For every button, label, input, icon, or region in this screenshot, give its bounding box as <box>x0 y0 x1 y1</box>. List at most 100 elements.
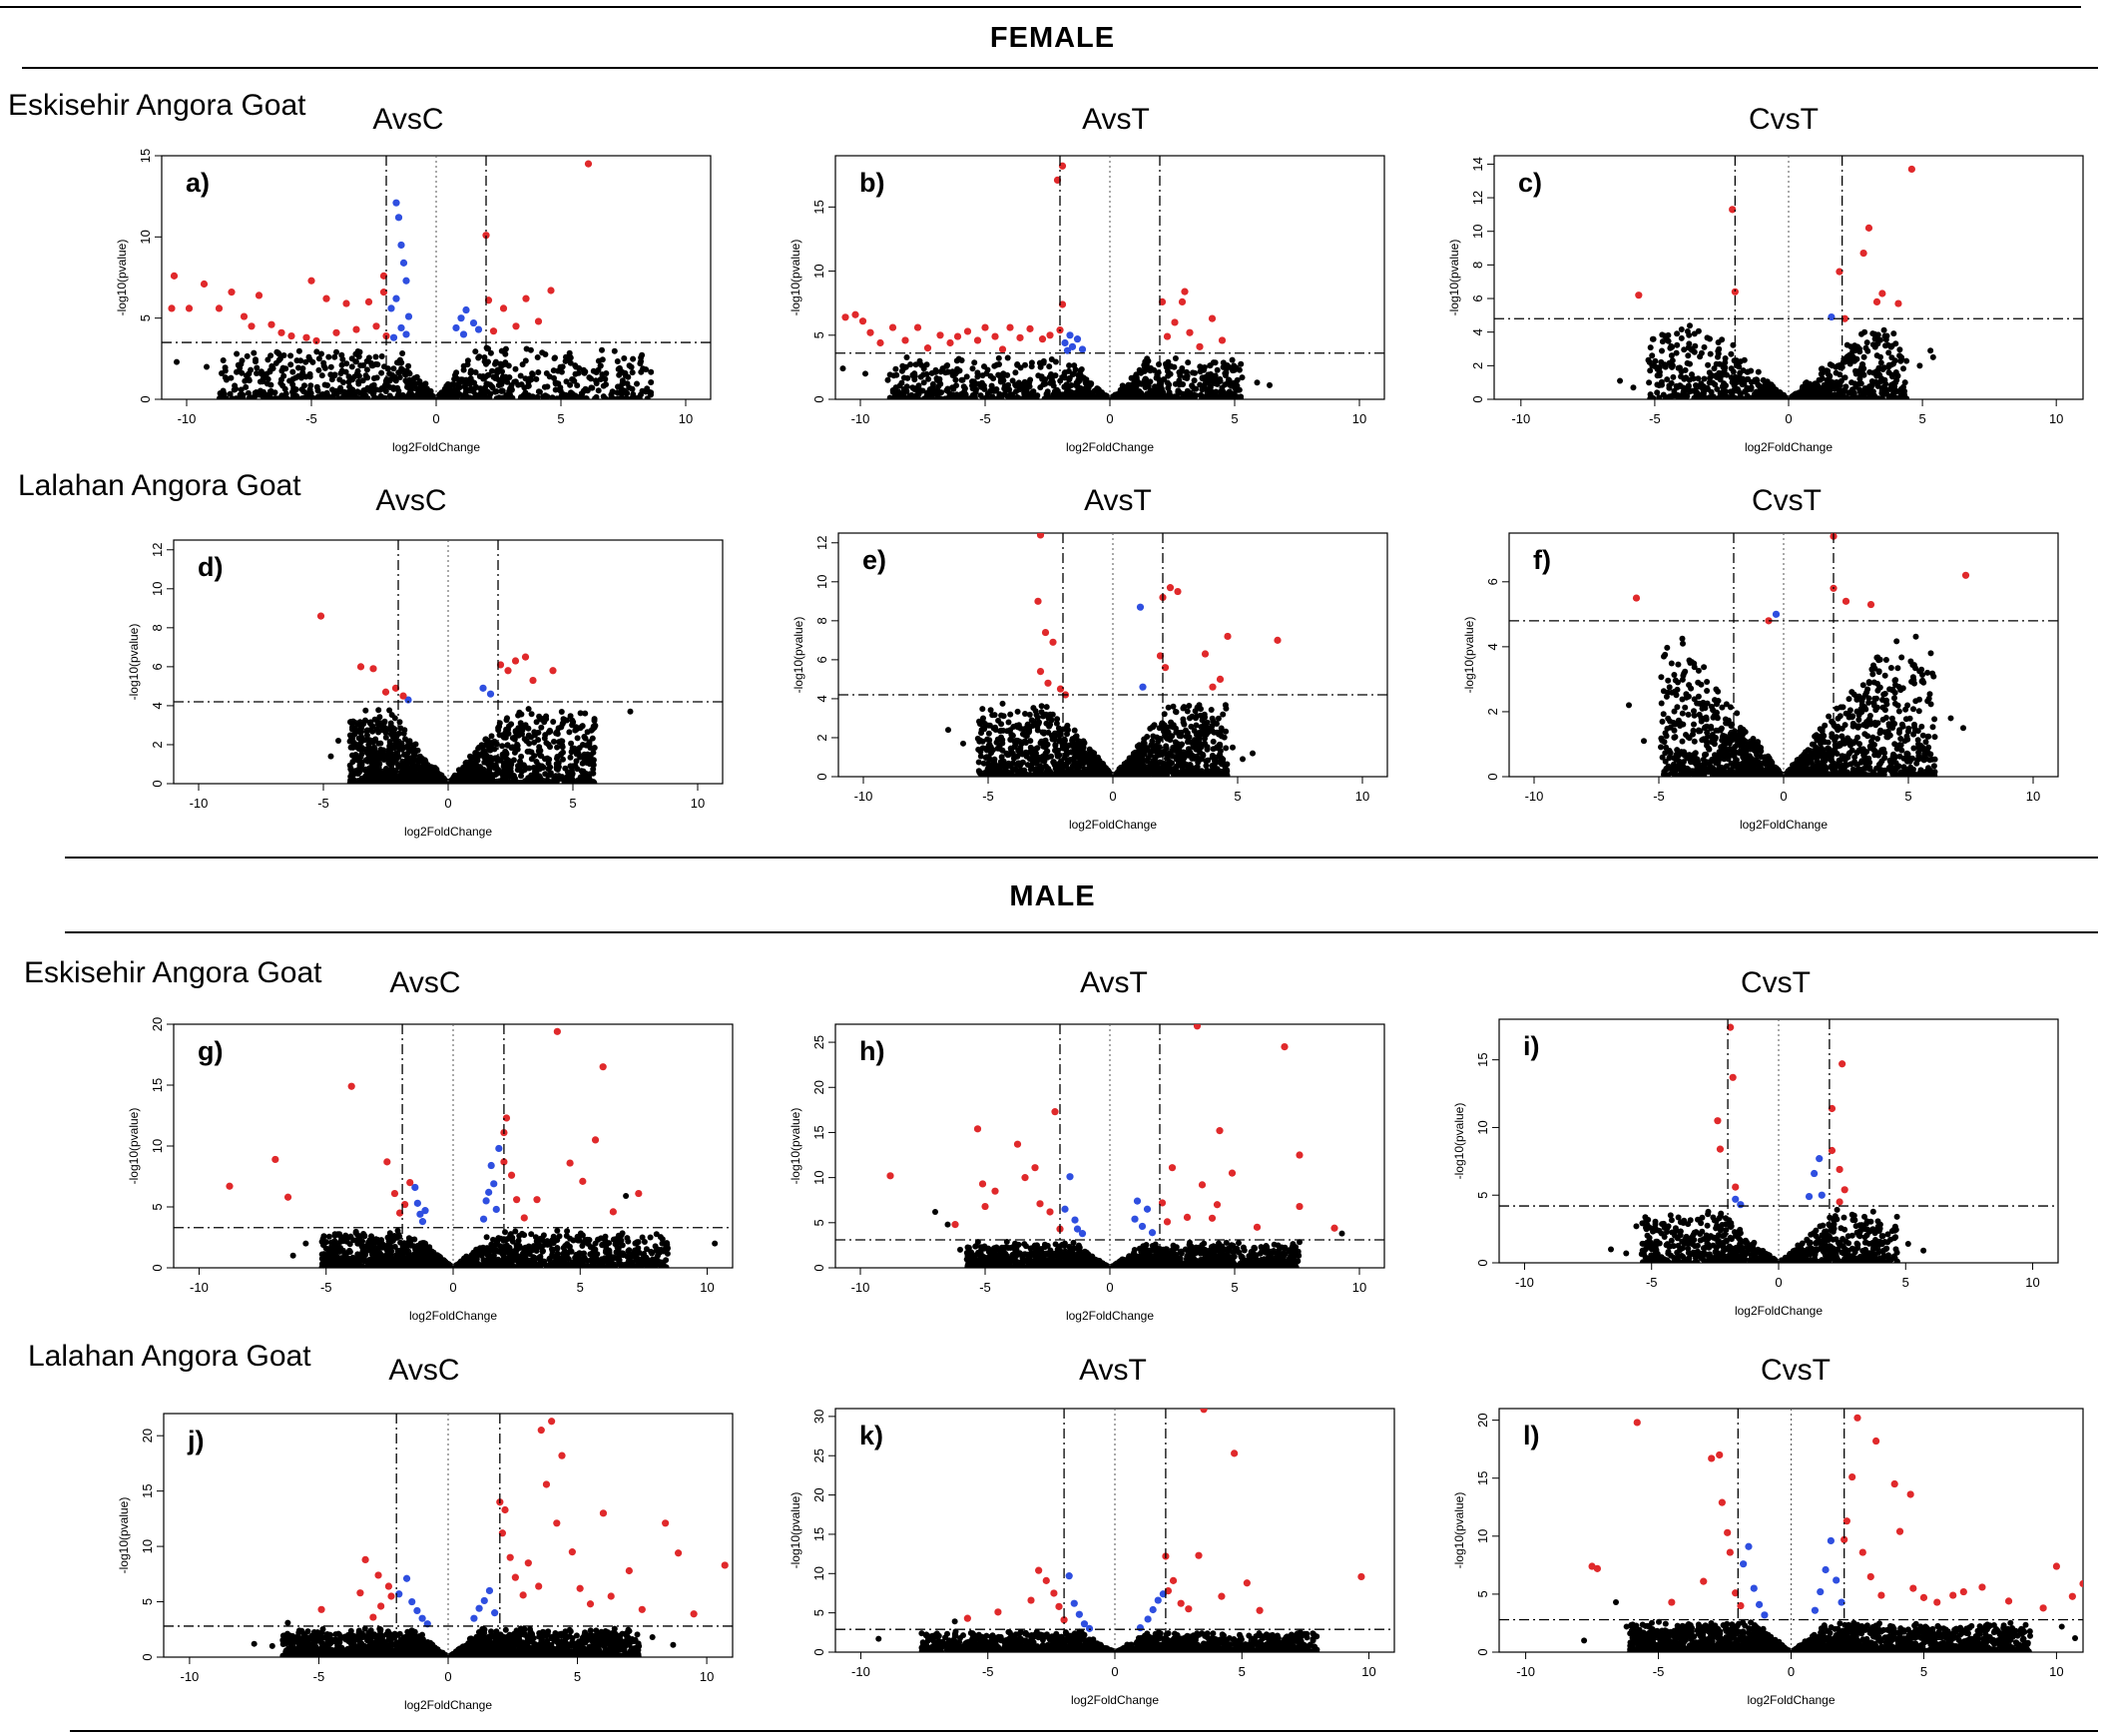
gene-point <box>399 745 405 751</box>
significant-low-fc-point <box>402 278 409 285</box>
gene-point <box>1654 381 1660 387</box>
gene-point <box>1238 395 1244 401</box>
gene-point <box>302 359 308 365</box>
gene-point <box>1046 363 1052 369</box>
gene-point <box>1878 359 1884 365</box>
x-tick-label: 5 <box>557 411 564 426</box>
gene-point <box>960 377 966 383</box>
gene-point <box>1165 373 1171 379</box>
gene-point <box>434 770 440 776</box>
gene-point <box>959 392 965 398</box>
x-tick-label: -5 <box>317 796 329 811</box>
y-tick-label: 2 <box>150 741 165 748</box>
gene-point <box>296 348 302 354</box>
volcano-plot-a: -10 -5 0 5 10 0 5 10 15 log2FoldChange -log10(pval… <box>100 150 719 465</box>
gene-point <box>1172 393 1178 399</box>
significant-high-fc-point <box>1164 332 1171 339</box>
gene-point <box>1765 378 1771 384</box>
x-tick-label: 0 <box>444 796 451 811</box>
gene-point <box>529 370 535 376</box>
gene-point <box>1738 358 1744 364</box>
significant-low-fc-point <box>470 319 477 326</box>
gene-point <box>574 766 580 772</box>
gene-point <box>1858 365 1864 371</box>
gene-point <box>217 395 223 401</box>
plot-title-d: AvsC <box>262 484 561 518</box>
gene-point <box>1221 359 1227 365</box>
gene-point <box>368 778 374 784</box>
gene-point <box>1165 380 1171 386</box>
gene-point <box>364 750 370 756</box>
gene-point <box>525 726 531 732</box>
gene-point <box>630 369 636 375</box>
gene-point <box>1184 375 1190 381</box>
gene-point <box>630 356 636 362</box>
gene-point <box>228 375 234 381</box>
gene-point <box>528 376 534 382</box>
gene-point <box>1092 395 1098 401</box>
significant-high-fc-point <box>549 667 556 674</box>
gene-point <box>325 354 331 360</box>
significant-low-fc-point <box>392 295 399 302</box>
significant-high-fc-point <box>512 322 519 329</box>
gene-point <box>1702 344 1708 350</box>
significant-high-fc-point <box>1181 289 1188 295</box>
gene-point <box>1199 386 1205 392</box>
gene-point <box>568 755 574 761</box>
significant-high-fc-point <box>342 299 349 306</box>
gene-point <box>1133 371 1139 377</box>
gene-point <box>1156 369 1162 375</box>
significant-high-fc-point <box>357 663 364 670</box>
gene-point <box>1834 395 1840 401</box>
gene-point <box>989 383 995 389</box>
gene-point <box>568 741 574 747</box>
gene-point <box>1891 389 1897 395</box>
gene-point <box>1192 395 1198 401</box>
gene-point <box>371 375 377 381</box>
gene-point <box>623 372 629 378</box>
gene-point <box>408 747 414 753</box>
significant-high-fc-point <box>1219 336 1226 343</box>
gene-point <box>840 365 846 371</box>
gene-point <box>546 772 552 778</box>
y-axis-label: -log10(pvalue) <box>127 624 141 701</box>
significant-low-fc-point <box>392 200 399 207</box>
gene-point <box>280 365 286 371</box>
gene-point <box>591 780 597 786</box>
gene-point <box>1728 351 1734 357</box>
non-significant-cloud <box>1646 322 1910 401</box>
gene-point <box>349 363 355 369</box>
significant-high-fc-point <box>322 295 329 302</box>
gene-point <box>1740 381 1746 387</box>
y-tick-label: 0 <box>811 395 826 402</box>
gene-point <box>1874 368 1880 374</box>
significant-high-fc-point <box>936 331 943 338</box>
gene-point <box>1815 389 1821 395</box>
gene-point <box>494 741 500 747</box>
gene-point <box>1169 363 1175 369</box>
gene-point <box>1881 327 1887 333</box>
gene-point <box>461 367 467 373</box>
non-significant-cloud <box>217 345 654 402</box>
gene-point <box>328 754 334 760</box>
gene-point <box>628 709 634 715</box>
significant-high-fc-point <box>248 322 255 329</box>
gene-point <box>473 384 479 390</box>
x-axis-label: log2FoldChange <box>1745 440 1833 454</box>
gene-point <box>1022 362 1028 368</box>
significant-high-fc-point <box>535 317 542 324</box>
volcano-svg: -10 -5 0 5 10051015log2FoldChange-log10(pval… <box>774 150 1392 465</box>
gene-point <box>1184 369 1190 375</box>
gene-point <box>424 772 430 778</box>
gene-point <box>267 368 273 374</box>
gene-point <box>1845 353 1851 359</box>
gene-point <box>1617 377 1623 383</box>
gene-point <box>1856 381 1862 387</box>
gene-point <box>1841 387 1846 393</box>
gene-point <box>1134 395 1140 401</box>
x-tick-label: -5 <box>982 789 994 804</box>
gene-point <box>1853 371 1859 377</box>
gene-point <box>581 388 587 394</box>
gene-point <box>980 372 986 378</box>
significant-low-fc-point <box>395 214 402 221</box>
